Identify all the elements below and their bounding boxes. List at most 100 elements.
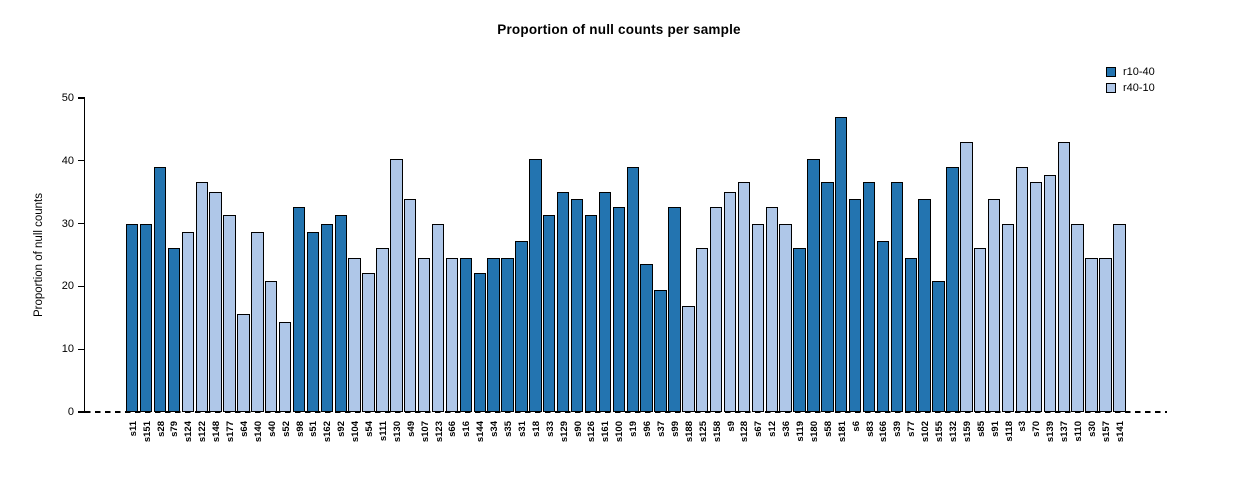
bar-s180 [807, 158, 820, 412]
bar-s137 [1057, 141, 1070, 412]
x-tick-label-s90: s90 [572, 421, 584, 437]
x-tick-label-s40: s40 [266, 421, 278, 437]
bar-s64 [237, 314, 250, 412]
bar-s28 [153, 167, 167, 412]
chart-title: Proportion of null counts per sample [497, 22, 741, 37]
x-tick-label-s111: s111 [377, 421, 389, 442]
bar-s125 [696, 248, 709, 412]
bar-s70 [1029, 182, 1043, 412]
bar-s188 [682, 306, 695, 412]
bar-s6 [848, 199, 862, 412]
bar-s77 [904, 257, 917, 412]
x-tick-label-s122: s122 [197, 421, 209, 443]
x-tick-label-s161: s161 [600, 421, 612, 443]
bar-s35 [501, 257, 514, 412]
bar-s3 [1015, 167, 1029, 412]
bar-s83 [862, 182, 876, 412]
x-tick-label-s92: s92 [336, 421, 348, 437]
legend-label: r40-10 [1123, 82, 1155, 94]
x-tick-label-s36: s36 [781, 421, 793, 437]
x-tick-label-s144: s144 [475, 421, 487, 443]
bar-s122 [195, 182, 208, 412]
x-tick-label-s129: s129 [558, 421, 570, 443]
bar-s52 [278, 321, 292, 412]
x-tick-label-s35: s35 [503, 421, 515, 437]
x-tick-label-s18: s18 [530, 421, 542, 437]
bar-s18 [529, 158, 542, 412]
x-tick-label-s34: s34 [489, 421, 501, 437]
bar-s128 [737, 182, 751, 412]
y-tick-mark [78, 285, 85, 288]
bar-s85 [974, 248, 987, 412]
x-tick-label-s51: s51 [308, 421, 320, 437]
x-tick-label-s28: s28 [155, 421, 167, 437]
x-tick-label-s130: s130 [391, 421, 403, 443]
bar-s124 [181, 232, 194, 412]
legend-label: r10-40 [1123, 66, 1155, 78]
bar-s40 [265, 281, 278, 412]
y-tick-mark [78, 160, 85, 162]
bar-s33 [543, 215, 556, 412]
bar-s151 [139, 224, 153, 412]
x-tick-label-s155: s155 [934, 421, 946, 443]
x-tick-label-s77: s77 [906, 421, 918, 437]
x-tick-label-s181: s181 [836, 421, 848, 443]
x-tick-label-s159: s159 [961, 421, 973, 443]
x-tick-label-s128: s128 [739, 421, 751, 443]
bar-s90 [570, 199, 584, 412]
legend-swatch-icon [1106, 67, 1116, 77]
bar-s36 [779, 224, 792, 412]
y-tick-label: 40 [61, 154, 74, 167]
bar-s58 [821, 182, 834, 412]
x-tick-label-s6: s6 [850, 421, 862, 432]
zero-baseline-dashed-line [85, 410, 1167, 413]
x-tick-label-s52: s52 [280, 421, 292, 437]
y-tick-label: 0 [67, 406, 74, 418]
bar-s123 [431, 224, 445, 412]
x-tick-label-s99: s99 [669, 421, 681, 437]
bar-s102 [918, 199, 931, 412]
bar-s132 [946, 167, 959, 412]
bar-s161 [598, 191, 612, 412]
bar-s30 [1085, 257, 1098, 412]
x-tick-label-s83: s83 [864, 421, 876, 437]
bar-s39 [890, 182, 904, 412]
x-tick-label-s64: s64 [238, 421, 250, 437]
x-tick-label-s91: s91 [989, 421, 1001, 437]
bar-s141 [1113, 224, 1126, 412]
bar-s110 [1071, 224, 1084, 412]
bar-s79 [167, 248, 181, 412]
legend-item-r40-10: r40-10 [1106, 80, 1155, 96]
x-tick-label-s123: s123 [433, 421, 445, 443]
y-tick-mark [78, 411, 85, 413]
bar-s129 [556, 191, 570, 412]
x-tick-label-s188: s188 [683, 421, 695, 443]
bar-s96 [640, 264, 653, 412]
y-axis-line [84, 97, 86, 413]
y-tick-label: 20 [61, 280, 74, 293]
bar-s49 [404, 199, 417, 412]
x-tick-label-s37: s37 [656, 421, 667, 437]
x-tick-label-s119: s119 [795, 421, 807, 442]
y-tick-mark [78, 97, 85, 99]
bar-s54 [362, 273, 375, 412]
x-tick-label-s31: s31 [516, 421, 528, 437]
y-axis-title: Proportion of null counts [33, 192, 45, 318]
x-tick-label-s148: s148 [211, 421, 223, 443]
y-tick-label: 10 [61, 343, 74, 356]
x-tick-label-s58: s58 [822, 421, 834, 437]
bar-s140 [251, 232, 264, 412]
bar-s66 [445, 257, 459, 412]
bar-s181 [835, 116, 848, 412]
y-tick-label: 30 [61, 217, 74, 230]
x-tick-label-s54: s54 [364, 421, 376, 437]
bar-s92 [334, 215, 347, 412]
x-tick-label-s110: s110 [1073, 421, 1085, 442]
bar-s51 [306, 232, 320, 412]
y-tick-mark [78, 348, 85, 350]
x-tick-label-s132: s132 [947, 421, 959, 443]
x-tick-label-s104: s104 [350, 421, 362, 443]
x-tick-label-s151: s151 [141, 421, 153, 443]
x-tick-label-s19: s19 [628, 421, 640, 437]
x-tick-label-s137: s137 [1059, 421, 1071, 443]
